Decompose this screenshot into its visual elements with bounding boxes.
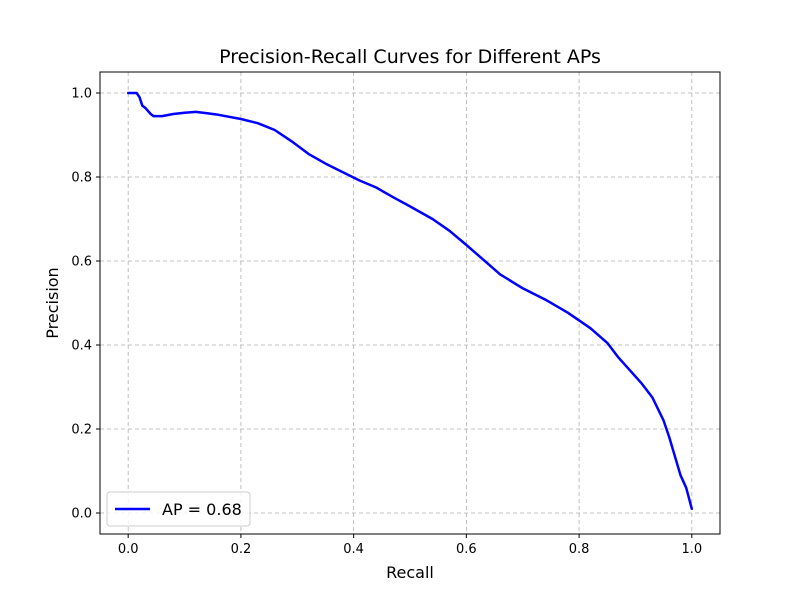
- x-tick-label: 0.2: [231, 542, 252, 557]
- y-tick-label: 0.2: [71, 423, 92, 438]
- legend-entry-label: AP = 0.68: [162, 500, 242, 519]
- x-tick-label: 0.4: [343, 542, 364, 557]
- y-tick-label: 0.4: [71, 339, 92, 354]
- x-tick-label: 0.6: [456, 542, 477, 557]
- y-tick-label: 1.0: [71, 87, 92, 102]
- y-tick-label: 0.8: [71, 171, 92, 186]
- chart-title: Precision-Recall Curves for Different AP…: [219, 46, 601, 68]
- x-tick-label: 0.8: [569, 542, 590, 557]
- legend: AP = 0.68: [106, 491, 251, 527]
- x-tick-label: 1.0: [681, 542, 702, 557]
- y-tick-label: 0.0: [71, 507, 92, 522]
- x-axis-label: Recall: [386, 563, 434, 582]
- axis-ticks: 0.0 0.2 0.4 0.6 0.8 1.0 0.0 0.2 0.4 0.6 0.8 1.0: [71, 87, 702, 558]
- grid-lines: [100, 72, 720, 534]
- pr-curve-line: [126, 91, 694, 511]
- series-layer: [126, 91, 694, 511]
- y-axis-label: Precision: [43, 267, 62, 338]
- legend-box: [106, 491, 251, 527]
- plot-frame: [99, 71, 721, 535]
- x-tick-label: 0.0: [118, 542, 139, 557]
- y-tick-label: 0.6: [71, 255, 92, 270]
